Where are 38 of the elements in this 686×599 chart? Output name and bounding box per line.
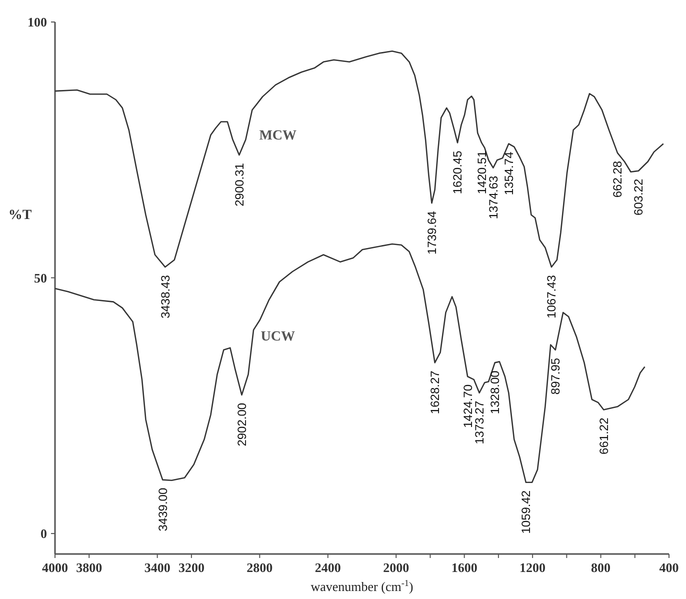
annotation: 1374.63 — [486, 175, 500, 220]
y-tick-label: 0 — [40, 526, 47, 542]
y-tick-label: 50 — [34, 270, 47, 286]
series-label: MCW — [259, 128, 297, 144]
x-tick-label: 2000 — [383, 560, 410, 575]
annotation: 3439.00 — [156, 488, 170, 532]
annotation: 2900.31 — [232, 162, 246, 206]
x-tick-label: 4000 — [42, 560, 68, 575]
annotation: 1354.74 — [502, 151, 516, 196]
annotation: 1328.00 — [488, 370, 502, 414]
x-tick-label: 400 — [659, 560, 679, 575]
series-label: UCW — [260, 330, 295, 345]
x-tick-label: 3200 — [178, 560, 204, 575]
x-tick-label: 3400 — [144, 560, 170, 575]
annotation: 1059.42 — [519, 490, 534, 534]
annotation: 1628.27 — [428, 370, 442, 414]
annotation: 897.95 — [548, 358, 563, 395]
annotation: 662.28 — [610, 160, 625, 198]
y-tick-label: 100 — [28, 14, 47, 30]
x-tick-label: 800 — [591, 560, 611, 575]
x-tick-label: 1200 — [520, 560, 546, 575]
x-tick-label: 2800 — [246, 560, 273, 575]
x-tick-label: 2400 — [314, 560, 341, 575]
annotation: 1739.64 — [424, 210, 439, 254]
annotation: 1424.70 — [460, 384, 475, 428]
annotation: 603.22 — [632, 178, 646, 216]
annotation: 1620.45 — [450, 150, 465, 194]
line-series — [54, 50, 664, 268]
annotation: 1067.43 — [544, 274, 559, 318]
y-axis-title: %T — [8, 208, 32, 223]
annotation: 1420.51 — [474, 150, 489, 194]
x-tick-label: 1600 — [451, 560, 478, 575]
annotation: 2902.00 — [234, 402, 249, 446]
annotation: 3438.43 — [158, 274, 172, 318]
x-tick-label: 3800 — [76, 560, 102, 575]
annotation: 661.22 — [596, 417, 611, 454]
annotation: 1373.27 — [472, 400, 487, 444]
x-axis-title: wavenumber (cm$^{-1}$) — [310, 578, 414, 594]
